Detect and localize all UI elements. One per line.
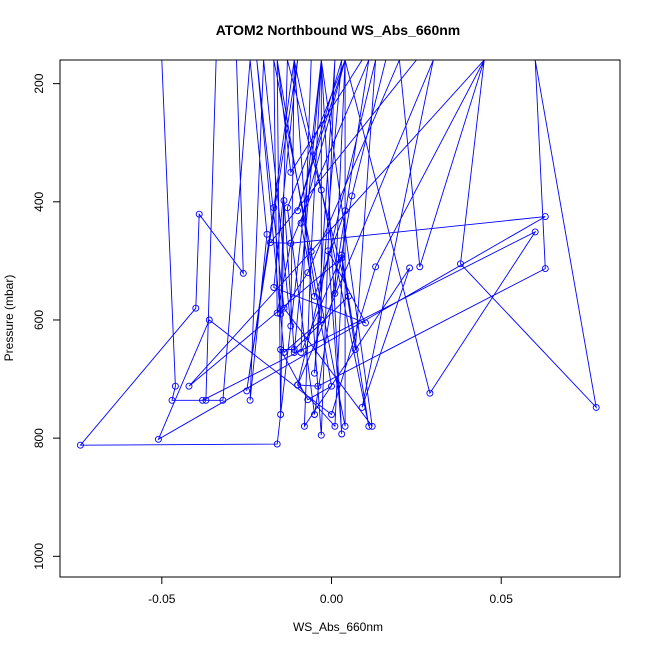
y-axis-label: Pressure (mbar) [2,275,16,362]
data-point [351,346,359,353]
data-point [348,192,356,200]
chart-title: ATOM2 Northbound WS_Abs_660nm [216,22,461,38]
y-tick-label: 200 [32,73,46,93]
data-point [287,168,295,176]
data-point [416,263,424,271]
data-point [531,228,539,236]
data-point [219,396,227,404]
x-tick-label: 0.05 [490,592,514,606]
data-point [365,422,373,430]
y-tick-label: 600 [32,310,46,330]
data-point [263,230,271,238]
data-point [331,422,339,430]
data-point [300,422,308,430]
data-point [341,422,349,430]
series-line [79,60,597,446]
data-point [154,435,162,443]
data-point [246,396,254,404]
x-tick-label: -0.05 [148,592,176,606]
data-point [280,304,288,312]
data-point [311,292,318,300]
data-point [297,219,305,227]
data-point [287,239,295,247]
data-point [304,269,312,277]
data-point [168,396,176,404]
y-tick-label: 800 [32,428,46,448]
x-axis-label: WS_Abs_660nm [293,620,383,634]
data-point [277,310,285,318]
data-point [266,239,274,247]
data-point [338,251,346,259]
data-point [192,304,200,312]
data-point [541,265,549,273]
plot-frame [59,59,621,578]
data-point [372,263,380,271]
data-point [239,269,247,277]
data-point [287,322,295,330]
data-point [199,396,206,404]
data-point [406,264,414,272]
data-point [311,369,318,377]
data-point [76,441,84,449]
x-axis: -0.05 0.00 0.05 [148,577,513,606]
plot-area [76,60,600,449]
data-point [338,430,346,438]
data-point [317,431,325,439]
data-point [294,207,302,215]
data-point [324,247,332,255]
data-point [283,204,291,212]
data-point [280,197,288,205]
data-point [457,260,464,268]
data-point [426,389,434,397]
data-point [358,403,366,411]
data-point [368,422,376,430]
data-point [314,382,322,390]
y-tick-label: 400 [32,191,46,211]
data-point [277,346,285,353]
data-point [277,411,285,418]
data-point [328,411,335,418]
data-point [541,213,549,221]
y-axis: 200 400 600 800 1000 [32,73,60,570]
data-point [311,411,318,418]
data-point [297,349,305,356]
data-point [273,440,281,448]
data-point [304,396,312,404]
data-point [341,207,349,215]
data-point [345,292,352,300]
data-point [294,381,302,389]
data-point [331,289,339,297]
data-point [202,396,210,404]
y-tick-label: 1000 [32,543,46,570]
data-point [317,186,325,194]
data-point [592,403,600,411]
data-point [171,382,179,390]
data-point [185,382,193,390]
data-point [338,254,346,262]
data-point [205,316,213,324]
data-point [317,316,325,324]
data-point [307,247,315,255]
data-point [290,346,298,353]
data-point [243,387,251,395]
data-point [270,204,278,212]
data-point [270,284,278,291]
data-point [328,382,335,390]
data-point [290,349,298,356]
data-point [362,319,369,327]
data-point [273,309,281,317]
data-point [195,210,203,218]
x-tick-label: 0.00 [320,592,344,606]
